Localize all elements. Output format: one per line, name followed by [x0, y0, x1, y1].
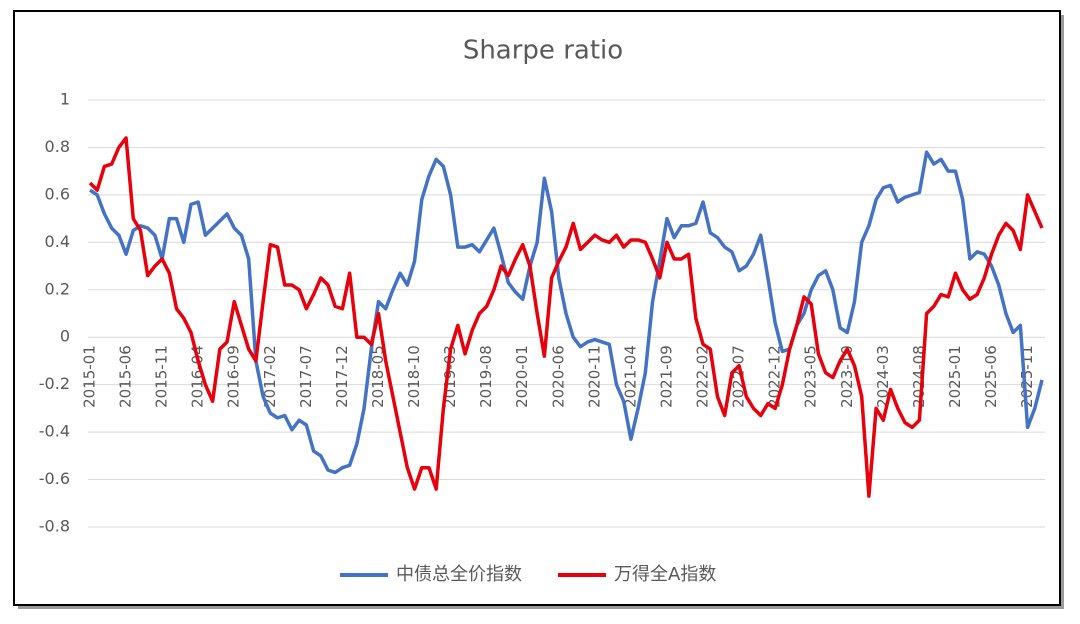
x-tick-label: 2015-01 — [81, 345, 99, 408]
x-tick-label: 2018-05 — [369, 345, 387, 408]
y-tick-label: 0.4 — [45, 232, 70, 251]
legend-label: 万得全A指数 — [614, 564, 716, 585]
legend-label: 中债总全价指数 — [396, 564, 522, 585]
x-tick-label: 2022-07 — [730, 345, 748, 408]
legend: 中债总全价指数 万得全A指数 — [340, 564, 716, 585]
x-tick-label: 2025-06 — [982, 345, 1000, 408]
x-tick-label: 2020-01 — [513, 345, 531, 408]
y-tick-label: 0.2 — [45, 279, 70, 298]
series-line — [89, 150, 1044, 475]
y-tick-label: -0.2 — [39, 374, 70, 393]
y-tick-label: -0.8 — [39, 517, 70, 536]
x-tick-label: 2017-07 — [297, 345, 315, 408]
x-tick-label: 2023-10 — [838, 345, 856, 408]
x-tick-label: 2024-03 — [874, 345, 892, 408]
y-tick-label: -0.4 — [39, 422, 70, 441]
x-tick-label: 2019-08 — [477, 345, 495, 408]
x-tick-label: 2021-04 — [621, 345, 639, 408]
x-tick-label: 2023-05 — [802, 345, 820, 408]
x-tick-label: 2025-01 — [946, 345, 964, 408]
y-tick-label: 0 — [60, 327, 70, 346]
x-tick-label: 2017-12 — [333, 345, 351, 408]
x-tick-label: 2017-02 — [261, 345, 279, 408]
x-tick-label: 2022-02 — [694, 345, 712, 408]
x-tick-label: 2018-10 — [405, 345, 423, 408]
x-tick-label: 2022-12 — [766, 345, 784, 408]
x-tick-label: 2016-04 — [189, 345, 207, 408]
y-tick-label: 1 — [60, 90, 70, 109]
x-tick-label: 2015-06 — [117, 345, 135, 408]
series-line — [88, 136, 1044, 498]
x-tick-label: 2021-09 — [657, 345, 675, 408]
x-tick-label: 2015-11 — [153, 345, 171, 408]
x-tick-label: 2020-11 — [585, 345, 603, 408]
y-tick-label: 0.8 — [45, 137, 70, 156]
y-tick-label: 0.6 — [45, 184, 70, 203]
x-tick-label: 2016-09 — [225, 345, 243, 408]
y-tick-label: -0.6 — [39, 469, 70, 488]
chart-title: Sharpe ratio — [463, 36, 623, 66]
x-tick-label: 2020-06 — [549, 345, 567, 408]
